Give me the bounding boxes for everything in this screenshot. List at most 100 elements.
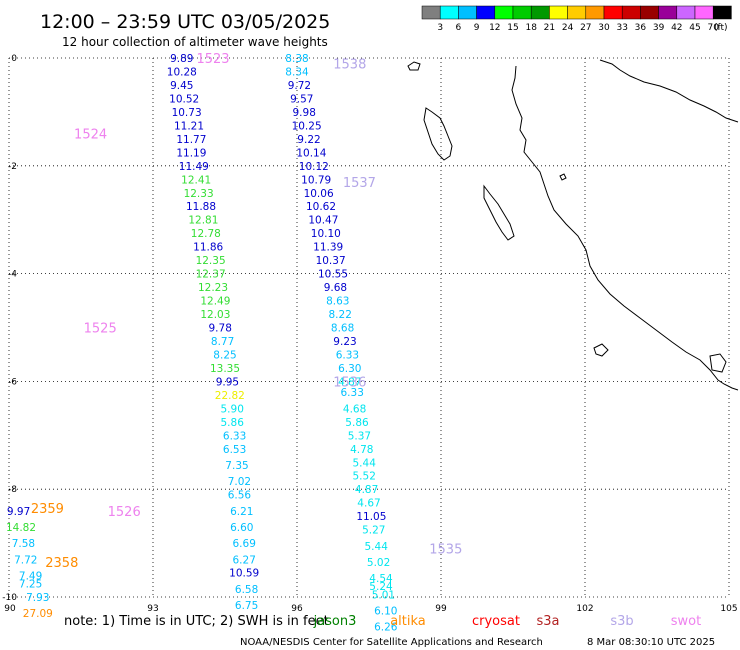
- wave-height-value: 5.44: [353, 457, 377, 469]
- wave-height-value: 11.88: [186, 201, 216, 213]
- wave-height-value: 9.45: [170, 80, 193, 92]
- scale-swatch: [476, 5, 496, 20]
- wave-height-value: 10.73: [172, 107, 202, 119]
- wave-height-value: 5.37: [348, 430, 371, 442]
- wave-height-value: 7.72: [14, 554, 37, 566]
- wave-height-value: 9.68: [324, 282, 347, 294]
- scale-tick-label: 18: [525, 23, 537, 33]
- wave-height-value: 11.86: [193, 242, 223, 254]
- wave-height-value: 12.35: [196, 255, 226, 267]
- wave-height-value: 4.87: [338, 376, 361, 388]
- wave-height-value: 11.77: [176, 134, 206, 146]
- x-tick-label: 102: [576, 604, 593, 614]
- coastline-mainland: [511, 65, 739, 391]
- wave-height-value: 9.78: [209, 323, 232, 335]
- track-label: 1535: [429, 542, 462, 557]
- wave-height-value: 11.49: [179, 161, 209, 173]
- wave-height-value: 6.75: [235, 600, 258, 612]
- scale-tick-label: 6: [456, 23, 462, 33]
- scale-tick-label: 21: [544, 23, 555, 33]
- wave-height-value: 6.33: [336, 349, 359, 361]
- footer-note: note: 1) Time is in UTC; 2) SWH is in fe…: [64, 614, 329, 629]
- wave-height-value: 5.24: [369, 581, 393, 593]
- coastline-map: [407, 59, 739, 391]
- scale-tick-label: 42: [671, 23, 682, 33]
- wave-height-value: 6.60: [230, 522, 253, 534]
- wave-height-value: 7.58: [12, 538, 35, 550]
- legend-item-s3a: s3a: [536, 614, 559, 629]
- wave-height-value: 12.81: [188, 215, 218, 227]
- wave-height-value: 9.57: [290, 93, 313, 105]
- wave-height-value: 5.90: [221, 403, 244, 415]
- x-tick-label: 99: [435, 604, 447, 614]
- scale-swatch: [567, 5, 587, 20]
- wave-height-value: 9.89: [170, 53, 193, 65]
- wave-height-value: 12.78: [191, 228, 221, 240]
- wave-height-value: 7.49: [19, 570, 42, 582]
- track-number-labels: 1523 1538 1524 1537 1525 1536 1526 2359 2358 1535: [31, 52, 462, 571]
- wave-height-value: 10.12: [299, 161, 329, 173]
- chart-subtitle: 12 hour collection of altimeter wave hei…: [62, 35, 328, 49]
- scale-swatch: [658, 5, 678, 20]
- track-label: 2359: [31, 502, 64, 517]
- scale-swatch: [458, 5, 477, 20]
- wave-height-value: 10.59: [229, 568, 259, 580]
- track-label: 1526: [108, 505, 141, 520]
- wave-height-value: 10.10: [311, 228, 341, 240]
- wave-height-value: 11.19: [176, 147, 206, 159]
- scale-swatch: [676, 5, 696, 20]
- scale-swatch: [640, 5, 659, 20]
- y-tick-label: -10: [2, 593, 17, 603]
- scale-tick-label: 12: [489, 23, 500, 33]
- wave-height-value: 6.33: [223, 430, 246, 442]
- scale-swatch: [421, 5, 441, 20]
- wave-height-value: 27.09: [23, 608, 53, 620]
- wave-height-value: 10.62: [306, 201, 336, 213]
- wave-height-value: 12.33: [184, 188, 214, 200]
- scale-tick-label: 15: [507, 23, 518, 33]
- wave-height-value: 14.82: [6, 522, 36, 534]
- wave-height-value: 4.54: [369, 573, 393, 585]
- wave-height-value: 10.28: [167, 66, 197, 78]
- chart-title: 12:00 – 23:59 UTC 03/05/2025: [40, 11, 330, 33]
- wave-height-value: 8.68: [331, 323, 354, 335]
- wave-height-value: 6.53: [223, 444, 246, 456]
- track-label: 2358: [45, 556, 78, 571]
- wave-height-value: 6.56: [228, 490, 252, 502]
- island-medium: [483, 184, 515, 241]
- wave-height-value: 5.86: [345, 417, 369, 429]
- scale-swatch: [712, 5, 732, 20]
- wave-height-value: 8.34: [285, 66, 309, 78]
- wave-height-value: 6.69: [233, 538, 256, 550]
- wave-height-value: 8.22: [329, 309, 352, 321]
- wave-height-value: 10.55: [318, 269, 348, 281]
- island-small-4: [559, 173, 567, 181]
- wave-height-value: 6.58: [235, 584, 258, 596]
- y-tick-label: -4: [8, 270, 17, 280]
- wave-height-value: 8.77: [211, 336, 234, 348]
- wave-height-value: 9.95: [216, 376, 239, 388]
- x-tick-label: 105: [720, 604, 737, 614]
- wave-height-value: 6.26: [374, 622, 398, 634]
- wave-height-value: 5.27: [362, 525, 385, 537]
- wave-height-value: 6.27: [233, 554, 256, 566]
- track-label: 1524: [74, 127, 107, 142]
- wave-height-value: 10.25: [292, 120, 322, 132]
- wave-height-value: 22.82: [215, 390, 245, 402]
- scale-tick-label: 36: [635, 23, 647, 33]
- scale-swatch: [494, 5, 514, 20]
- scale-tick-label: 27: [580, 23, 591, 33]
- wave-height-value: 4.68: [343, 403, 366, 415]
- wave-height-value: 10.47: [308, 215, 338, 227]
- wave-height-value: 13.35: [210, 363, 240, 375]
- legend-item-cryosat: cryosat: [472, 614, 520, 629]
- y-tick-label: 0: [11, 54, 17, 64]
- scale-tick-label: 30: [598, 23, 610, 33]
- wave-height-value: 5.86: [221, 417, 245, 429]
- wave-height-value: 7.35: [225, 460, 248, 472]
- island-small-1: [407, 61, 421, 71]
- track-label: 1538: [333, 57, 366, 72]
- scale-tick-label: 39: [653, 23, 665, 33]
- wave-height-value: 8.63: [326, 296, 349, 308]
